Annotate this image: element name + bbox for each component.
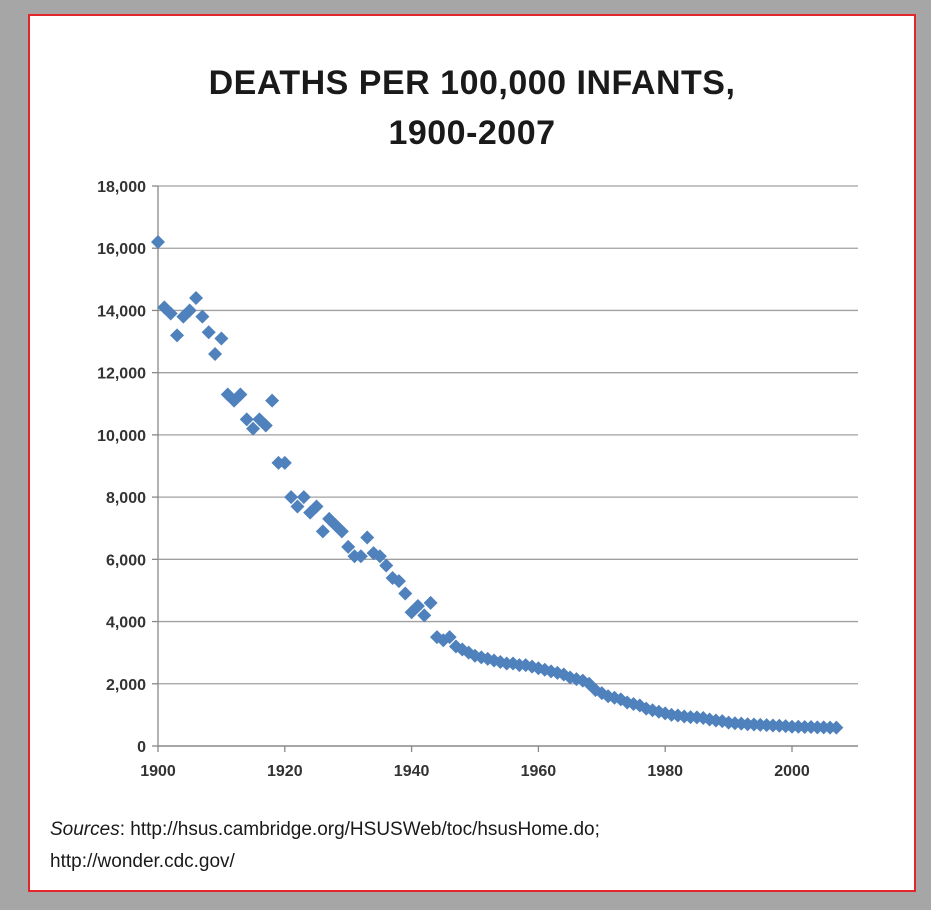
data-point — [170, 328, 185, 343]
sources-note: Sources: http://hsus.cambridge.org/HSUSW… — [50, 814, 600, 878]
chart-title-line-2: 1900-2007 — [388, 114, 556, 152]
y-tick-label: 14,000 — [97, 303, 146, 320]
data-point — [151, 235, 165, 249]
data-point — [417, 608, 432, 623]
data-point — [239, 412, 254, 427]
data-point — [189, 291, 204, 305]
data-point — [442, 630, 457, 645]
data-point — [379, 558, 394, 573]
data-point — [246, 421, 261, 436]
chart-title-line-1: DEATHS PER 100,000 INFANTS, — [208, 64, 736, 102]
sources-label: Sources — [50, 819, 120, 840]
data-point — [322, 511, 337, 526]
x-tick-label: 2000 — [774, 763, 810, 780]
data-point — [334, 524, 349, 539]
data-point — [201, 325, 216, 340]
y-tick-label: 6,000 — [106, 552, 146, 569]
data-point — [423, 595, 438, 610]
chart-title: DEATHS PER 100,000 INFANTS, 1900-2007 — [30, 58, 914, 158]
data-point — [315, 524, 330, 539]
data-point — [290, 499, 305, 514]
data-point — [284, 490, 299, 505]
data-point — [360, 530, 375, 545]
sources-line-1: Sources: http://hsus.cambridge.org/HSUSW… — [50, 814, 600, 846]
data-point — [163, 306, 178, 321]
data-point — [391, 574, 406, 589]
data-point — [829, 720, 844, 735]
data-point — [531, 661, 546, 676]
x-tick-label: 1980 — [647, 763, 683, 780]
data-point — [195, 309, 210, 324]
y-tick-label: 8,000 — [106, 490, 146, 507]
y-axis-tick-labels: 0 2,000 4,000 6,000 8,000 10,000 12,000 14,000 1… — [97, 179, 146, 756]
data-point — [398, 586, 413, 601]
sources-url-1: : http://hsus.cambridge.org/HSUSWeb/toc/… — [119, 819, 600, 840]
data-point — [372, 549, 387, 564]
data-point — [233, 387, 248, 402]
y-tick-label: 18,000 — [97, 179, 146, 196]
y-tick-label: 12,000 — [97, 366, 146, 383]
x-tick-label: 1960 — [521, 763, 557, 780]
data-point — [353, 549, 368, 564]
x-tick-label: 1940 — [394, 763, 430, 780]
chart-frame: DEATHS PER 100,000 INFANTS, 1900-2007 0 2… — [28, 14, 916, 892]
y-tick-label: 0 — [137, 739, 146, 756]
data-point — [410, 599, 425, 613]
data-points — [151, 235, 844, 735]
y-tick-label: 10,000 — [97, 428, 146, 445]
data-point — [182, 303, 197, 318]
x-axis-tick-labels: 1900 1920 1940 1960 1980 2000 — [140, 763, 810, 780]
data-point — [214, 331, 229, 346]
scatter-chart: 0 2,000 4,000 6,000 8,000 10,000 12,000 14,000 1… — [97, 179, 858, 780]
sources-url-2: http://wonder.cdc.gov/ — [50, 851, 235, 872]
y-tick-label: 2,000 — [106, 677, 146, 694]
data-point — [341, 539, 356, 554]
x-tick-label: 1920 — [267, 763, 303, 780]
data-point — [506, 656, 521, 671]
data-point — [277, 455, 292, 470]
data-point — [309, 499, 324, 514]
y-tick-label: 16,000 — [97, 241, 146, 258]
data-point — [265, 393, 280, 408]
data-point — [208, 347, 223, 361]
data-point — [258, 418, 273, 433]
grid-lines — [158, 185, 858, 685]
data-point — [296, 490, 311, 505]
y-tick-label: 4,000 — [106, 615, 146, 632]
x-tick-label: 1900 — [140, 763, 176, 780]
axes — [152, 185, 858, 752]
